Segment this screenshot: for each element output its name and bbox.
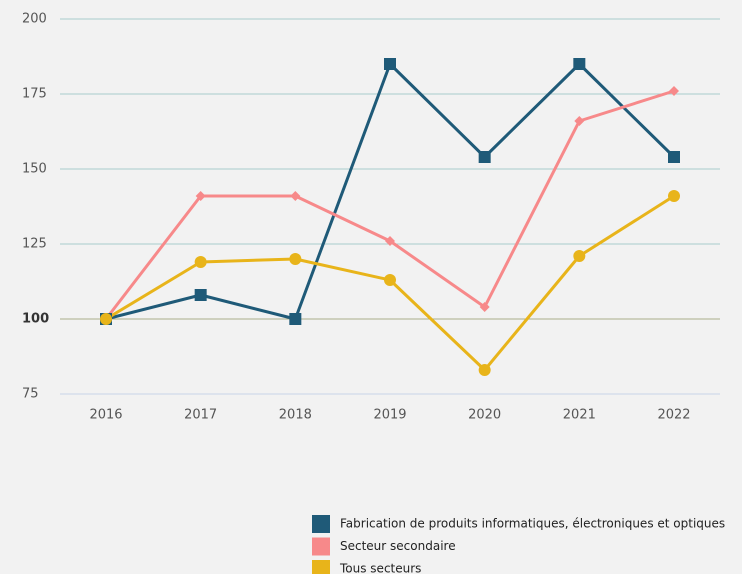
marker [573,58,586,70]
x-tick-label: 2022 [657,408,690,423]
y-tick-label: 125 [22,237,47,252]
marker [384,58,396,70]
marker [478,364,491,376]
y-tick-label: 75 [22,387,39,402]
marker [289,253,302,265]
marker [194,289,207,301]
marker [668,151,680,163]
marker [573,250,586,262]
marker [574,116,585,126]
marker [289,313,302,325]
marker [668,190,680,202]
marker [478,151,491,163]
marker [669,86,679,96]
x-tick-label: 2018 [279,408,312,423]
legend-swatch [312,537,330,556]
marker [100,313,112,325]
marker [479,302,490,312]
x-tick-label: 2016 [89,408,122,423]
marker [194,256,207,268]
legend-label: Fabrication de produits informatiques, é… [340,517,725,531]
x-tick-label: 2021 [563,408,596,423]
marker [195,191,206,201]
y-tick-label: 175 [22,87,47,102]
y-tick-label: 100 [22,312,49,327]
marker [384,274,396,286]
legend-label: Secteur secondaire [340,539,456,553]
x-tick-label: 2019 [373,408,406,423]
y-tick-label: 150 [22,162,47,177]
legend-label: Tous secteurs [339,562,421,574]
legend-swatch [312,560,330,574]
x-tick-label: 2020 [468,408,501,423]
marker [385,236,395,246]
legend-swatch [312,515,330,533]
marker [290,191,301,201]
x-tick-label: 2017 [184,408,217,423]
y-tick-label: 200 [22,12,47,27]
